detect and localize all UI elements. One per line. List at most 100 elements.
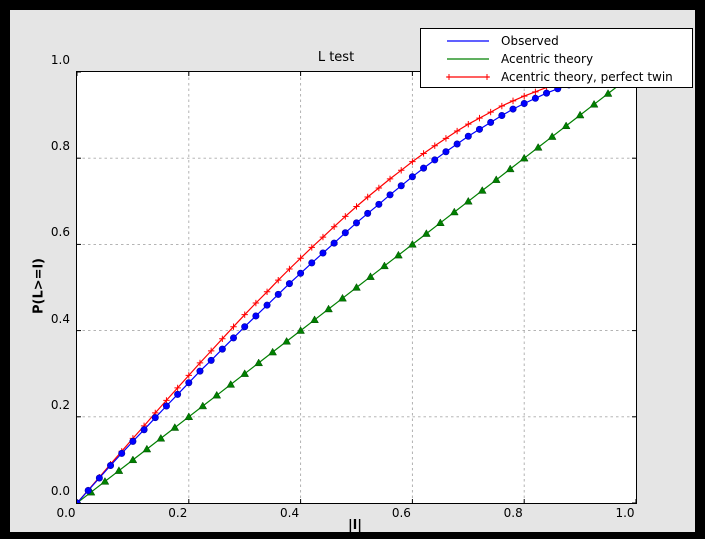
plot-area <box>76 71 637 504</box>
marker-circle <box>95 474 103 482</box>
marker-triangle <box>603 89 613 97</box>
marker-circle <box>140 426 148 434</box>
marker-triangle <box>449 207 459 216</box>
marker-circle <box>196 367 204 375</box>
marker-circle <box>397 182 405 190</box>
marker-plus <box>230 323 237 330</box>
marker-circle <box>118 449 126 457</box>
marker-plus <box>241 311 248 318</box>
marker-circle <box>543 89 551 97</box>
marker-plus <box>263 288 271 296</box>
marker-plus <box>297 254 304 262</box>
legend-item-perfect-twin: Acentric theory, perfect twin <box>421 68 692 86</box>
marker-circle <box>174 390 182 398</box>
marker-circle <box>531 94 539 102</box>
marker-plus <box>252 299 260 307</box>
marker-plus <box>453 127 461 135</box>
marker-plus <box>532 88 539 96</box>
marker-plus <box>330 223 338 230</box>
marker-plus <box>398 167 405 174</box>
legend-line-sample-acentric-theory <box>447 58 489 60</box>
marker-plus <box>375 184 383 192</box>
marker-triangle <box>296 326 305 334</box>
marker-triangle <box>422 229 431 237</box>
x-tick-label: 0.2 <box>168 506 188 520</box>
marker-triangle <box>505 164 515 173</box>
marker-plus <box>442 135 450 142</box>
marker-circle <box>352 219 360 227</box>
marker-circle <box>420 164 428 172</box>
marker-triangle <box>394 250 403 259</box>
marker-circle <box>520 99 528 107</box>
x-tick-label: 1.0 <box>615 506 635 520</box>
marker-plus <box>487 108 494 116</box>
marker-triangle <box>463 196 473 205</box>
marker-triangle <box>519 153 529 162</box>
x-axis-label: |l| <box>348 518 362 533</box>
marker-triangle <box>310 315 319 323</box>
marker-plus <box>431 142 438 149</box>
marker-plus <box>420 150 427 157</box>
marker-triangle <box>198 401 208 410</box>
marker-plus <box>498 102 506 110</box>
marker-circle <box>453 140 461 148</box>
legend-label: Observed <box>501 34 559 48</box>
marker-triangle <box>268 347 277 356</box>
legend-sample-plus-marker <box>484 74 490 80</box>
marker-circle <box>252 312 260 320</box>
legend-label: Acentric theory <box>501 52 594 66</box>
marker-triangle <box>114 466 124 474</box>
marker-triangle <box>533 143 543 151</box>
marker-triangle <box>352 283 361 291</box>
marker-circle <box>285 280 293 288</box>
marker-triangle <box>366 272 375 280</box>
marker-circle <box>498 112 506 120</box>
marker-triangle <box>254 358 264 367</box>
y-tick-label: 1.0 <box>50 53 70 67</box>
marker-plus <box>185 372 192 379</box>
y-axis-label: P(L>=l) <box>31 258 47 314</box>
marker-plus <box>286 265 293 273</box>
y-tick-label: 0.8 <box>50 139 70 154</box>
marker-plus <box>174 384 181 392</box>
legend-line-sample-perfect-twin <box>446 74 490 80</box>
marker-plus <box>386 175 394 183</box>
marker-circle <box>386 191 394 199</box>
series-acentric-theory <box>77 72 636 503</box>
marker-circle <box>84 487 92 495</box>
marker-plus <box>275 276 282 284</box>
marker-plus <box>207 347 215 355</box>
marker-circle <box>274 290 282 298</box>
marker-circle <box>464 132 472 140</box>
y-tick-label: 0.0 <box>50 484 70 498</box>
marker-plus <box>409 158 416 165</box>
marker-circle <box>218 345 226 353</box>
legend-sample-plus-marker <box>446 74 452 80</box>
marker-triangle <box>338 293 347 302</box>
marker-triangle <box>477 186 487 194</box>
legend-label: Acentric theory, perfect twin <box>501 70 673 84</box>
marker-triangle <box>575 110 585 119</box>
marker-triangle <box>324 304 333 313</box>
x-tick-label: 0.6 <box>391 506 411 520</box>
marker-circle <box>341 229 349 237</box>
y-tick-label: 0.6 <box>50 225 70 240</box>
legend-item-acentric-theory: Acentric theory <box>421 50 692 68</box>
marker-circle <box>330 239 338 247</box>
marker-triangle <box>380 261 389 270</box>
marker-circle <box>364 209 372 217</box>
x-tick-label: 0.0 <box>56 506 76 520</box>
marker-plus <box>353 203 360 210</box>
marker-plus <box>308 244 315 251</box>
marker-triangle <box>184 412 194 420</box>
marker-plus <box>509 97 517 105</box>
marker-circle <box>308 259 316 267</box>
marker-plus <box>465 120 472 128</box>
marker-circle <box>319 249 327 257</box>
marker-triangle <box>282 336 291 345</box>
marker-circle <box>375 200 383 208</box>
marker-circle <box>241 323 249 331</box>
marker-triangle <box>436 218 445 226</box>
marker-plus <box>342 213 349 220</box>
